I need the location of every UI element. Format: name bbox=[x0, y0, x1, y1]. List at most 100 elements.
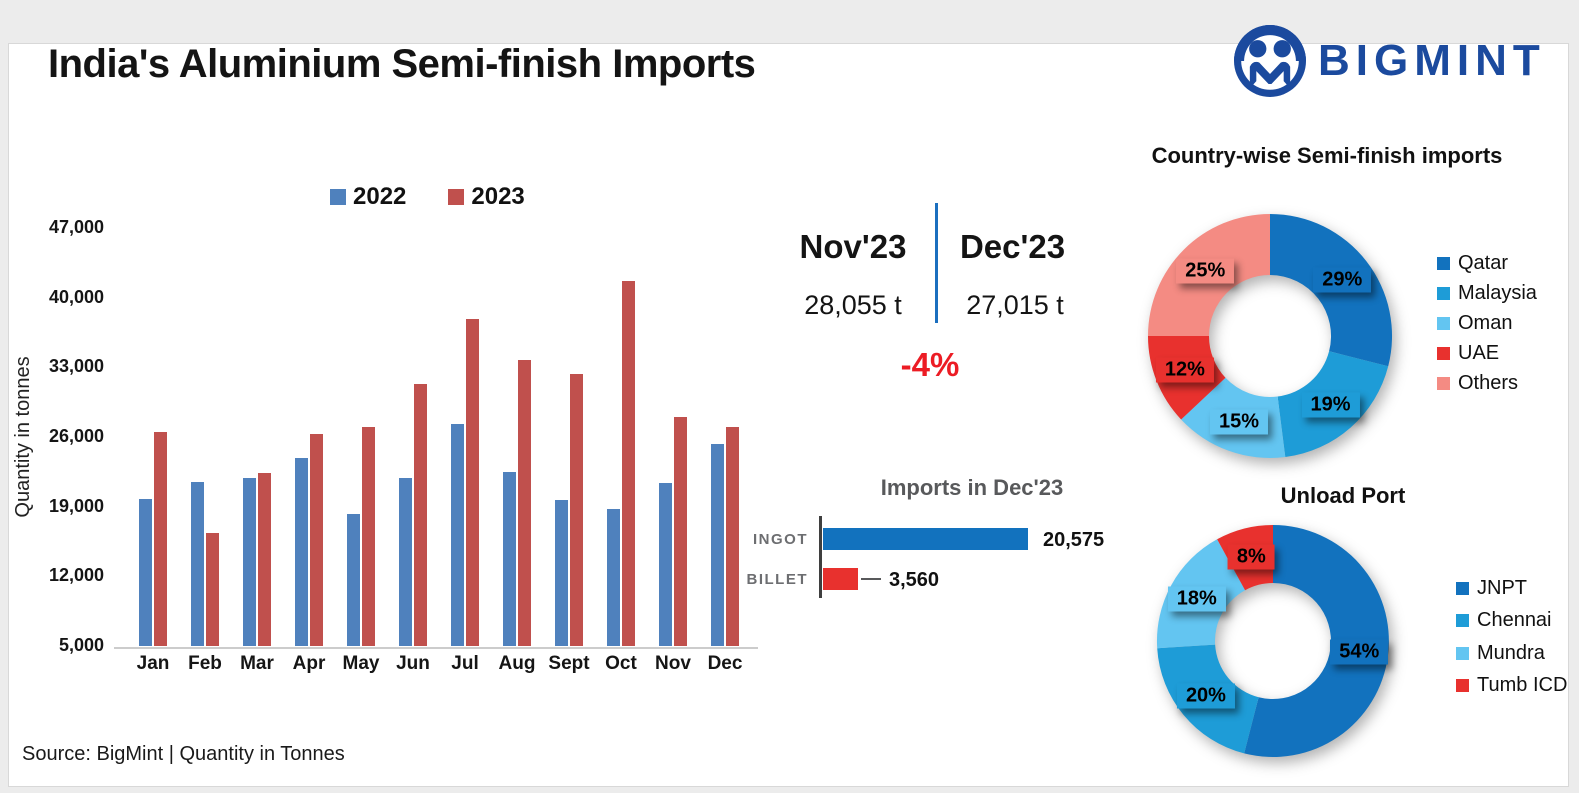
legend-item-2022: 2022 bbox=[330, 183, 406, 211]
bar-2023-Jul bbox=[466, 318, 479, 646]
legend-label-Malaysia: Malaysia bbox=[1458, 282, 1537, 304]
x-label-Aug: Aug bbox=[498, 653, 536, 674]
legend-item-JNPT: JNPT bbox=[1456, 577, 1527, 600]
legend-label-UAE: UAE bbox=[1458, 342, 1500, 364]
brand-logo: BIGMINT bbox=[1234, 25, 1546, 97]
legend-swatch-Chennai bbox=[1456, 614, 1469, 628]
x-label-Nov: Nov bbox=[655, 653, 691, 674]
legend-item-Tumb ICD: Tumb ICD bbox=[1456, 674, 1567, 697]
legend-label-Qatar: Qatar bbox=[1458, 252, 1509, 274]
bar-2022-May bbox=[347, 513, 360, 646]
hbar-label-INGOT: INGOT bbox=[753, 531, 808, 548]
pct-label-Others: 25% bbox=[1176, 258, 1235, 284]
bar-2023-Mar bbox=[258, 472, 271, 646]
comparison-right-label: Dec'23 bbox=[959, 228, 1066, 265]
bar-2023-May bbox=[362, 427, 375, 646]
x-label-Apr: Apr bbox=[292, 653, 326, 674]
pct-label-Mundra: 18% bbox=[1167, 586, 1226, 612]
hbar-INGOT bbox=[823, 528, 1028, 550]
y-tick-47000: 47,000 bbox=[48, 217, 104, 237]
legend-label-2023: 2023 bbox=[471, 183, 525, 210]
legend-item-Mundra: Mundra bbox=[1456, 642, 1545, 665]
hbar-BILLET bbox=[823, 568, 858, 590]
bar-2022-Oct bbox=[607, 508, 620, 646]
bar-2023-Nov bbox=[674, 416, 687, 646]
legend-item-Others: Others bbox=[1437, 372, 1518, 395]
hbar-label-BILLET: BILLET bbox=[746, 571, 808, 588]
legend-swatch-Others bbox=[1437, 377, 1450, 390]
bar-2023-Dec bbox=[726, 426, 739, 646]
brand-name: BIGMINT bbox=[1318, 36, 1546, 85]
bar-2023-Apr bbox=[310, 434, 323, 646]
legend-swatch-Oman bbox=[1437, 317, 1450, 330]
legend-label-Others: Others bbox=[1458, 372, 1519, 394]
legend-swatch-Malaysia bbox=[1437, 287, 1450, 300]
monthly-chart-legend: 2022 2023 bbox=[330, 183, 525, 211]
comparison-right-value: 27,015 t bbox=[966, 290, 1064, 320]
comparison-divider bbox=[935, 203, 938, 323]
y-tick-40000: 40,000 bbox=[48, 286, 104, 307]
legend-swatch-UAE bbox=[1437, 347, 1450, 360]
comparison-left-label: Nov'23 bbox=[799, 228, 907, 265]
bar-2023-Oct bbox=[622, 280, 635, 646]
y-tick-19000: 19,000 bbox=[48, 495, 104, 516]
pct-label-Qatar: 29% bbox=[1313, 267, 1372, 293]
y-tick-5000: 5,000 bbox=[58, 635, 104, 655]
bar-2022-Feb bbox=[191, 481, 204, 646]
dec-imports-axis-line bbox=[819, 516, 822, 598]
x-label-Jan: Jan bbox=[136, 653, 170, 674]
legend-item-UAE: UAE bbox=[1437, 342, 1499, 365]
legend-swatch-2023 bbox=[448, 189, 465, 205]
bar-2022-Apr bbox=[295, 457, 308, 646]
y-axis-title: Quantity in tonnes bbox=[12, 356, 34, 518]
legend-item-2023: 2023 bbox=[448, 183, 525, 211]
legend-item-Chennai: Chennai bbox=[1456, 609, 1552, 632]
comparison-left-value: 28,055 t bbox=[804, 290, 902, 320]
x-label-Mar: Mar bbox=[240, 653, 274, 674]
hbar-value-BILLET: 3,560 bbox=[889, 569, 940, 591]
country-donut-title: Country-wise Semi-finish imports bbox=[1151, 143, 1503, 168]
legend-item-Oman: Oman bbox=[1437, 312, 1512, 335]
pct-label-Malaysia: 19% bbox=[1301, 392, 1360, 418]
legend-label-Chennai: Chennai bbox=[1477, 609, 1552, 632]
bar-2023-Aug bbox=[518, 360, 531, 646]
legend-item-Qatar: Qatar bbox=[1437, 252, 1508, 275]
legend-swatch-Mundra bbox=[1456, 646, 1469, 660]
port-donut-title: Unload Port bbox=[1280, 483, 1406, 508]
pct-label-UAE: 12% bbox=[1155, 357, 1214, 383]
hbar-value-INGOT: 20,575 bbox=[1043, 529, 1105, 551]
page-title: India's Aluminium Semi-finish Imports bbox=[48, 42, 756, 86]
pct-label-JNPT: 54% bbox=[1330, 639, 1389, 665]
x-label-Sept: Sept bbox=[548, 653, 590, 674]
x-label-Jul: Jul bbox=[451, 653, 479, 674]
y-tick-33000: 33,000 bbox=[48, 356, 104, 377]
y-tick-12000: 12,000 bbox=[48, 565, 104, 586]
bar-2022-Mar bbox=[243, 477, 256, 646]
y-tick-26000: 26,000 bbox=[48, 426, 104, 446]
comparison-change-badge: -4% bbox=[900, 346, 960, 383]
bar-2023-Jan bbox=[154, 432, 167, 646]
bar-2022-Nov bbox=[659, 482, 672, 646]
hbar-leader-BILLET bbox=[861, 578, 881, 580]
x-label-Oct: Oct bbox=[605, 653, 637, 674]
bar-2023-Sept bbox=[570, 374, 583, 646]
pct-label-Oman: 15% bbox=[1209, 409, 1269, 435]
bar-2023-Feb bbox=[206, 532, 219, 646]
legend-label-Oman: Oman bbox=[1458, 312, 1513, 334]
x-label-May: May bbox=[342, 653, 380, 674]
x-label-Dec: Dec bbox=[707, 653, 743, 674]
legend-label-JNPT: JNPT bbox=[1477, 577, 1527, 599]
pct-label-Tumb ICD: 8% bbox=[1227, 544, 1275, 570]
dec-imports-title: Imports in Dec'23 bbox=[880, 475, 1064, 500]
x-axis-line bbox=[114, 647, 758, 649]
slice-JNPT bbox=[1244, 525, 1389, 757]
bar-2022-Aug bbox=[503, 471, 516, 646]
legend-item-Malaysia: Malaysia bbox=[1437, 282, 1537, 305]
legend-label-Mundra: Mundra bbox=[1477, 641, 1545, 664]
bar-2022-Sept bbox=[555, 499, 568, 646]
x-label-Jun: Jun bbox=[396, 653, 430, 674]
legend-swatch-2022 bbox=[330, 189, 346, 205]
pct-label-Chennai: 20% bbox=[1176, 683, 1235, 709]
bar-2022-Jun bbox=[399, 477, 412, 646]
